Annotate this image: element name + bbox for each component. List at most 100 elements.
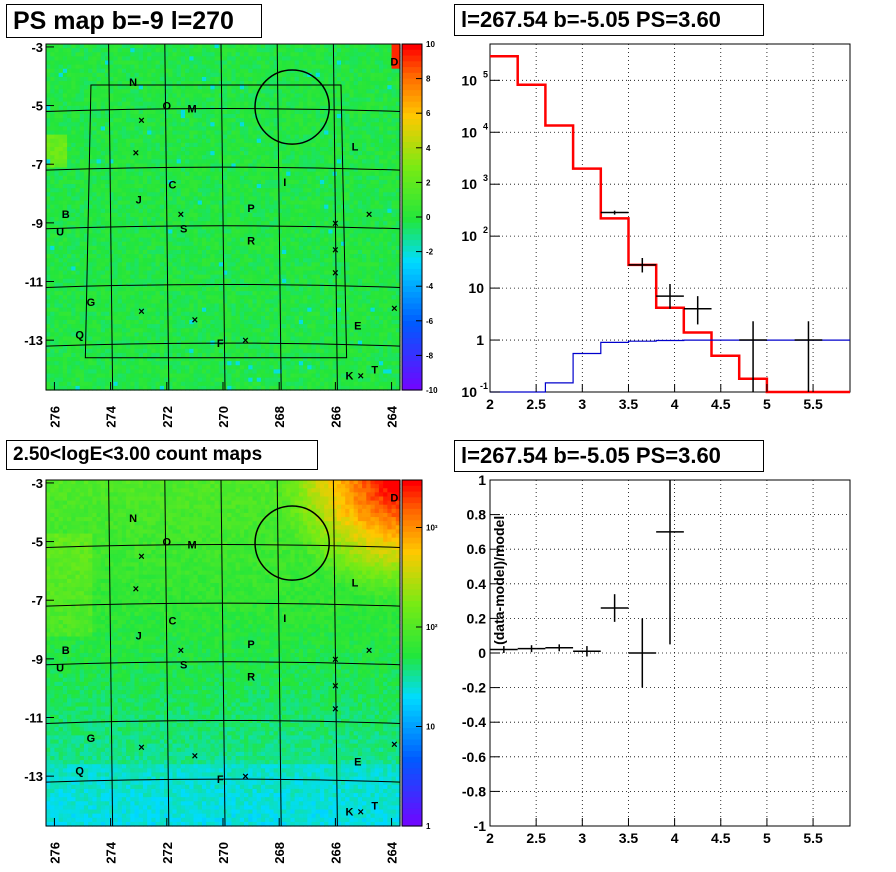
skymap-0: N O M L I C J P BU S R G E Q F K T D × × × × × × × × × × × × 276 274 272… [24,40,438,428]
y-tick-exponent: 5 [483,69,488,79]
source-label-K: K [345,806,353,818]
colorbar-tick-label: 2 [426,178,431,187]
y-tick-label: 10 [461,176,477,192]
grid [490,480,850,826]
residual-point [517,645,546,653]
x-tick-label: 2.5 [526,396,546,412]
bottom-right-title: l=267.54 b=-5.05 PS=3.60 [454,440,764,472]
source-label-S: S [180,660,187,672]
source-cross: × [332,244,338,256]
colorbar: 10³ 10² 10 1 [401,479,438,831]
skymap-2: N O M L I C J P BU S R G E Q F K T D × × × × × × × × × × × × 276 274 272… [24,476,438,864]
source-label-B: B [62,645,70,657]
x-tick-label: 5 [763,830,771,846]
source-label-S: S [180,224,187,236]
source-label-E: E [354,756,361,768]
source-cross: × [133,583,139,595]
x-tick-label: 270 [216,842,231,864]
colorbar-tick-label: -10 [426,386,438,395]
x-tick-label: 3 [578,830,586,846]
y-tick-label: 1 [478,472,486,488]
longitude-line [108,479,114,827]
y-tick-label: -3 [31,40,43,55]
y-tick-label: 10 [461,124,477,140]
latitude-line [45,108,401,113]
x-tick-label: 3 [578,396,586,412]
x-tick-label: 4 [671,396,679,412]
y-tick-label: -3 [31,476,43,491]
x-tick-label: 264 [385,841,400,863]
x-tick-label: 4 [671,830,679,846]
x-tick-label: 272 [160,406,175,428]
colorbar: 10 8 6 4 2 0 -2 -4 -6 -8 -10 [401,40,438,395]
source-cross: × [138,306,144,318]
source-label-J: J [136,630,142,642]
source-label-J: J [136,194,142,206]
y-tick-exponent: 2 [483,225,488,235]
y-tick-exponent: 3 [483,173,488,183]
longitude-line [108,43,114,391]
source-cross: × [192,315,198,327]
residual-point [600,594,629,622]
y-tick-label: -0.8 [462,783,486,799]
residual-point [490,646,518,653]
y-axis-label: (data-model)/model [491,516,507,645]
longitude-line [276,43,282,391]
source-label-K: K [345,370,353,382]
source-label-M: M [188,540,197,552]
x-tick-label: 276 [47,842,62,864]
x-tick-label: 4.5 [711,830,731,846]
y-tick-label: 0 [478,645,486,661]
y-tick-exponent: -1 [480,381,488,391]
y-tick-label: -11 [25,275,43,290]
x-tick-label: 276 [47,406,62,428]
y-tick-label: -13 [24,769,43,784]
latitude-line [45,602,401,607]
source-label-T: T [371,364,378,376]
colorbar-tick-label: -2 [426,248,434,257]
source-label-M: M [188,104,197,116]
source-cross: × [391,303,397,315]
colorbar-tick-label: -6 [426,317,434,326]
source-label-R: R [247,235,255,247]
longitude-line [164,43,170,391]
source-cross: × [192,751,198,763]
y-tick-exponent: 4 [483,121,488,131]
source-label-E: E [354,320,361,332]
x-tick-label: 5.5 [803,396,823,412]
y-tick-label: -11 [25,711,43,726]
source-label-L: L [352,142,359,154]
x-tick-label: 266 [328,406,343,428]
x-tick-label: 268 [272,406,287,428]
x-tick-label: 3.5 [619,396,639,412]
source-label-G: G [87,733,96,745]
source-label-C: C [168,616,176,628]
top-left-title: PS map b=-9 l=270 [6,4,262,38]
source-label-I: I [283,613,286,625]
latitude-line [45,778,401,783]
y-tick-label: -7 [31,157,43,172]
y-tick-label: -0.6 [462,749,486,765]
residual-point [573,646,601,657]
y-tick-label: 0.6 [467,541,487,557]
source-cross: × [357,370,363,382]
y-tick-label: -5 [31,99,43,114]
source-label-L: L [352,578,359,590]
latitude-line [45,544,401,549]
longitude-line [220,479,226,827]
longitude-line [164,479,170,827]
y-tick-label: 10 [461,384,477,400]
latitude-line [45,342,401,347]
colorbar-tick-label: 10³ [426,523,438,532]
source-label-F: F [217,774,224,786]
y-tick-label: -9 [31,216,43,231]
residual-point [656,480,684,645]
latitude-line [45,283,401,288]
source-cross: × [391,739,397,751]
source-label-N: N [129,77,137,89]
source-label-U: U [56,227,64,239]
latitude-line [45,719,401,724]
x-tick-label: 2.5 [526,830,546,846]
